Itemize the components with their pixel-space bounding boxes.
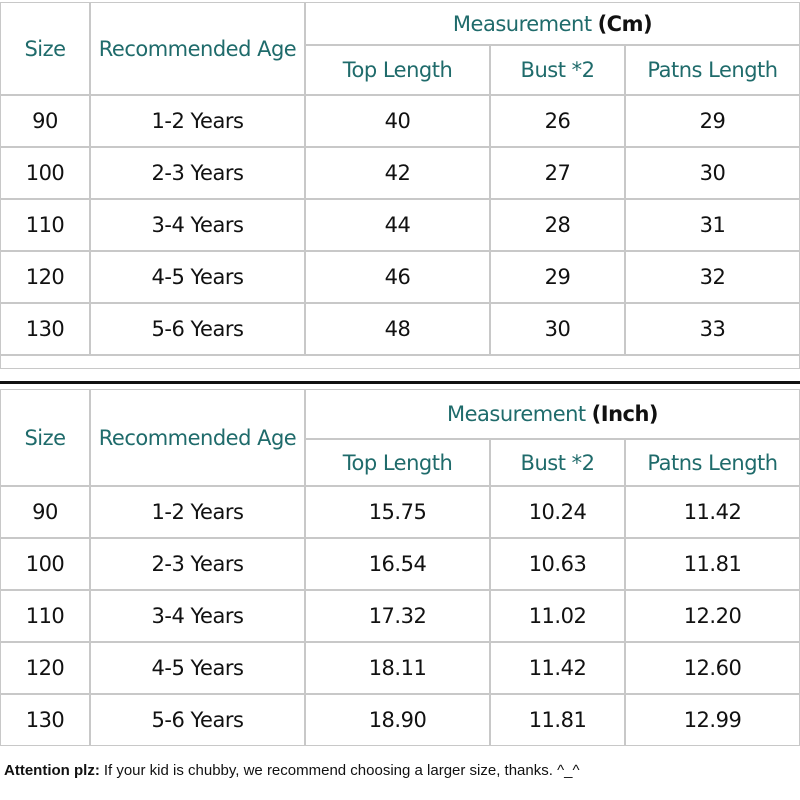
- table-cell: 3-4 Years: [90, 199, 305, 251]
- table-cell: 40: [305, 95, 490, 147]
- table-cell: 2-3 Years: [90, 147, 305, 199]
- table-cell: 110: [0, 590, 90, 642]
- unit-label: (Inch): [591, 402, 659, 426]
- table-cell: 15.75: [305, 486, 490, 538]
- age-header: Recommended Age: [90, 2, 305, 95]
- table-cell: 33: [625, 303, 800, 355]
- table-cell: 18.11: [305, 642, 490, 694]
- table-cell: 4-5 Years: [90, 251, 305, 303]
- note: Attention plz: If your kid is chubby, we …: [4, 762, 580, 779]
- table-cell: 1-2 Years: [90, 95, 305, 147]
- table-cell: 5-6 Years: [90, 694, 305, 746]
- blank-row: [0, 355, 800, 369]
- table-cell: 110: [0, 199, 90, 251]
- table-cell: 5-6 Years: [90, 303, 305, 355]
- measurement-header: Measurement (Inch): [305, 389, 800, 439]
- table-cell: 10.24: [490, 486, 625, 538]
- table-cell: 11.81: [625, 538, 800, 590]
- table-cell: 17.32: [305, 590, 490, 642]
- table-cell: 11.42: [490, 642, 625, 694]
- table-cell: 130: [0, 694, 90, 746]
- age-header: Recommended Age: [90, 389, 305, 486]
- table-cell: 30: [490, 303, 625, 355]
- table-cell: 29: [490, 251, 625, 303]
- table-cell: 28: [490, 199, 625, 251]
- table-cell: 16.54: [305, 538, 490, 590]
- note-text: If your kid is chubby, we recommend choo…: [103, 762, 580, 779]
- table-cell: 1-2 Years: [90, 486, 305, 538]
- table-cell: 31: [625, 199, 800, 251]
- column-header: Patns Length: [625, 439, 800, 486]
- table-cell: 100: [0, 538, 90, 590]
- column-header: Bust *2: [490, 45, 625, 95]
- table-cell: 100: [0, 147, 90, 199]
- size-header: Size: [0, 2, 90, 95]
- table-cell: 26: [490, 95, 625, 147]
- table-cell: 12.60: [625, 642, 800, 694]
- table-cell: 11.81: [490, 694, 625, 746]
- table-cell: 3-4 Years: [90, 590, 305, 642]
- table-cell: 4-5 Years: [90, 642, 305, 694]
- table-cell: 29: [625, 95, 800, 147]
- table-cell: 27: [490, 147, 625, 199]
- table-cell: 12.99: [625, 694, 800, 746]
- table-cell: 42: [305, 147, 490, 199]
- measurement-label: Measurement: [452, 11, 592, 36]
- table-cell: 48: [305, 303, 490, 355]
- measurement-header: Measurement (Cm): [305, 2, 800, 45]
- table-cell: 90: [0, 486, 90, 538]
- table-cell: 12.20: [625, 590, 800, 642]
- table-cell: 44: [305, 199, 490, 251]
- table-cell: 30: [625, 147, 800, 199]
- column-header: Patns Length: [625, 45, 800, 95]
- table-cell: 18.90: [305, 694, 490, 746]
- table-cell: 130: [0, 303, 90, 355]
- column-header: Top Length: [305, 439, 490, 486]
- table-cell: 11.42: [625, 486, 800, 538]
- note-label: Attention plz:: [4, 762, 100, 779]
- table-cell: 120: [0, 642, 90, 694]
- table-cell: 11.02: [490, 590, 625, 642]
- table-cell: 120: [0, 251, 90, 303]
- column-header: Top Length: [305, 45, 490, 95]
- unit-label: (Cm): [597, 11, 653, 36]
- table-cell: 10.63: [490, 538, 625, 590]
- column-header: Bust *2: [490, 439, 625, 486]
- table-cell: 2-3 Years: [90, 538, 305, 590]
- separator: [0, 381, 800, 384]
- table-cell: 32: [625, 251, 800, 303]
- table-cell: 46: [305, 251, 490, 303]
- table-cell: 90: [0, 95, 90, 147]
- size-header: Size: [0, 389, 90, 486]
- measurement-label: Measurement: [446, 402, 586, 426]
